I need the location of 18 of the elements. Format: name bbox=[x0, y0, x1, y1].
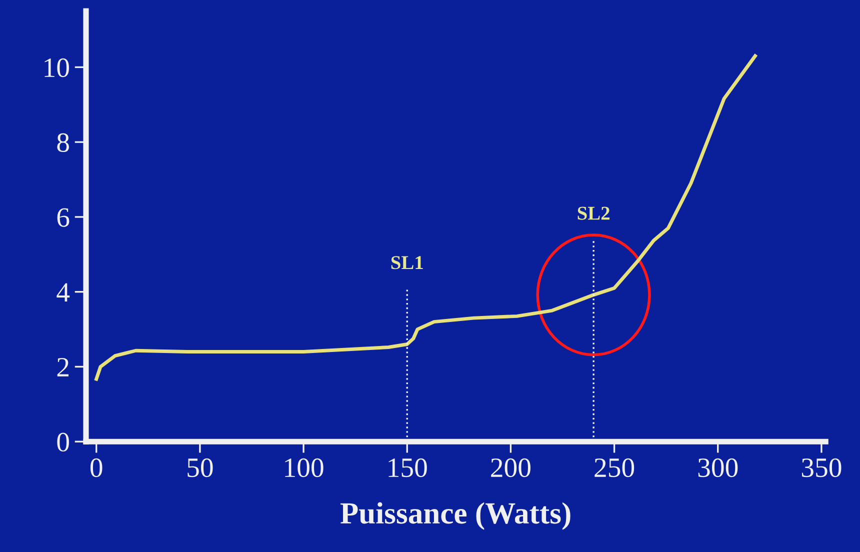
x-tick-label: 200 bbox=[491, 458, 530, 478]
y-tick-label: 0 bbox=[57, 432, 69, 452]
x-tick-label: 250 bbox=[594, 458, 634, 478]
line-series bbox=[94, 54, 757, 381]
ref-line-label: SL1 bbox=[391, 256, 423, 270]
x-tick-label: 350 bbox=[802, 458, 842, 478]
y-tick-label: 8 bbox=[57, 133, 69, 152]
ref-line-label: SL2 bbox=[578, 206, 610, 220]
x-tick-label: 300 bbox=[698, 458, 738, 478]
x-tick-label: 150 bbox=[388, 458, 427, 478]
x-tick-label: 100 bbox=[285, 458, 324, 478]
x-tick-label: 50 bbox=[188, 458, 213, 478]
x-axis-title: Puissance (Watts) bbox=[340, 502, 570, 530]
y-tick-label: 2 bbox=[57, 358, 68, 376]
y-tick-label: 6 bbox=[57, 208, 70, 227]
x-tick-label: 0 bbox=[90, 458, 102, 478]
y-tick-label: 10 bbox=[44, 58, 69, 78]
y-tick-label: 4 bbox=[56, 283, 70, 302]
